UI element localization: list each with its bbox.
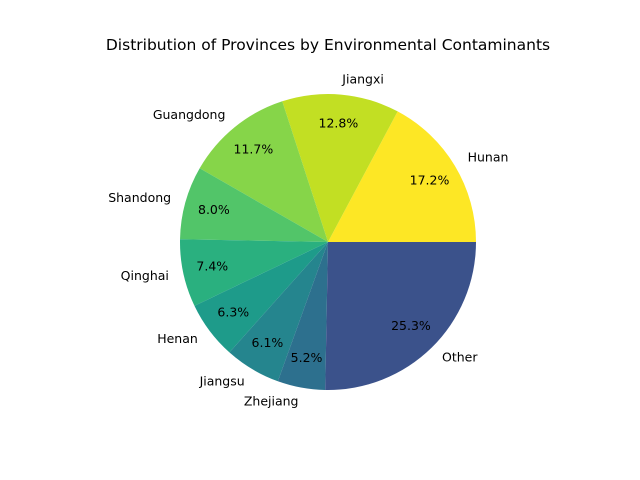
slice-label-shandong: Shandong bbox=[108, 190, 171, 205]
slice-percent-shandong: 8.0% bbox=[198, 202, 230, 217]
pie-slice-guangdong bbox=[199, 101, 328, 242]
slice-label-qinghai: Qinghai bbox=[121, 268, 169, 283]
pie-slices bbox=[180, 93, 476, 390]
pie-slice-henan bbox=[194, 242, 328, 353]
chart-title: Distribution of Provinces by Environment… bbox=[106, 36, 550, 54]
pie-slice-jiangsu bbox=[229, 242, 328, 382]
slice-label-jiangsu: Jiangsu bbox=[199, 373, 245, 388]
slice-percent-qinghai: 7.4% bbox=[196, 259, 228, 274]
pie-slice-jiangxi bbox=[282, 93, 398, 242]
slice-percent-jiangsu: 6.1% bbox=[252, 335, 284, 350]
pie-slice-zhejiang bbox=[277, 242, 328, 390]
pie-slice-qinghai bbox=[180, 239, 328, 306]
slice-label-zhejiang: Zhejiang bbox=[244, 394, 299, 409]
slice-label-other: Other bbox=[442, 350, 478, 365]
pie-labels: Hunan 17.2% Jiangxi 12.8% Guangdong 11.7% Shan… bbox=[108, 71, 508, 408]
slice-percent-henan: 6.3% bbox=[217, 305, 249, 320]
slice-percent-jiangxi: 12.8% bbox=[319, 116, 359, 131]
slice-label-jiangxi: Jiangxi bbox=[341, 71, 384, 86]
slice-label-guangdong: Guangdong bbox=[153, 107, 226, 122]
pie-slice-other bbox=[325, 242, 476, 390]
slice-percent-guangdong: 11.7% bbox=[234, 142, 274, 157]
slice-percent-hunan: 17.2% bbox=[410, 173, 450, 188]
pie-slice-shandong bbox=[180, 168, 328, 242]
pie-slice-hunan bbox=[328, 111, 476, 242]
slice-label-hunan: Hunan bbox=[468, 150, 509, 165]
slice-label-henan: Henan bbox=[157, 331, 198, 346]
slice-percent-zhejiang: 5.2% bbox=[291, 350, 323, 365]
slice-percent-other: 25.3% bbox=[391, 318, 431, 333]
